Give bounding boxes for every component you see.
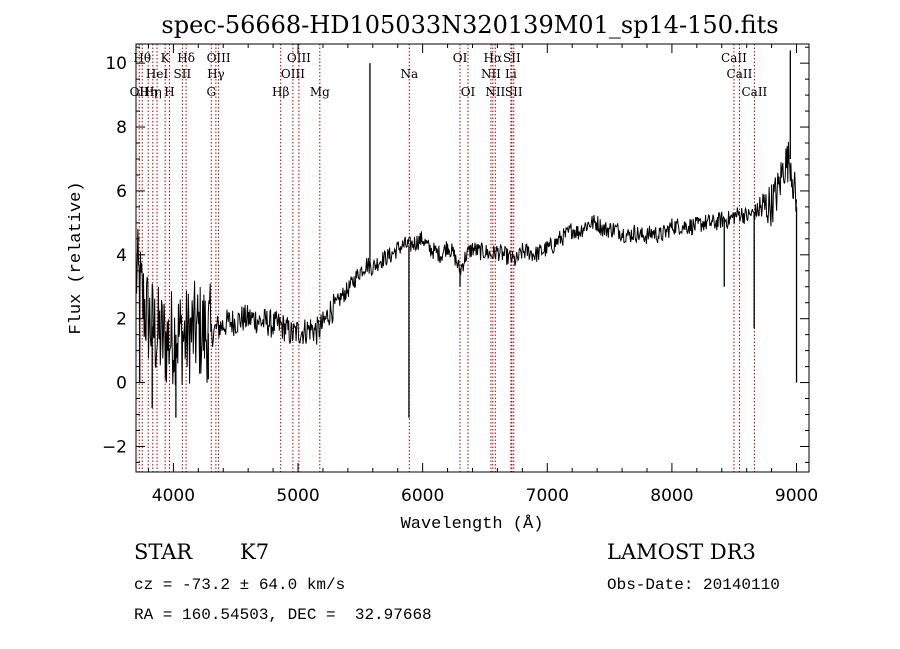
line-label-10: Hγ: [207, 67, 225, 81]
x-tick-label: 8000: [650, 486, 693, 506]
survey-name: LAMOST DR3: [607, 540, 756, 564]
spectrum-line: [135, 141, 797, 386]
y-axis: −2 0 2 4 6 8 10: [102, 46, 809, 463]
line-label-12: Hβ: [272, 85, 289, 99]
line-label-21: NII: [485, 85, 505, 99]
line-label-4: HeI: [146, 67, 169, 81]
x-tick-label: 9000: [775, 486, 818, 506]
y-tick-label: 2: [116, 310, 127, 330]
plot-frame: [135, 43, 810, 473]
line-label-26: CaII: [727, 67, 753, 81]
line-label-20: Hα: [484, 51, 503, 65]
line-label-15: Mg: [310, 85, 330, 99]
redshift-readout: cz = -73.2 ± 64.0 km/s: [134, 576, 345, 594]
y-tick-label: 10: [105, 54, 127, 74]
chart-title: spec-56668-HD105033N320139M01_sp14-150.f…: [161, 11, 778, 39]
coordinates: RA = 160.54503, DEC = 32.97668: [134, 606, 432, 624]
line-label-11: OIII: [207, 51, 231, 65]
line-label-0: OII: [130, 85, 150, 99]
y-axis-label: Flux (relative): [67, 181, 86, 334]
x-tick-label: 6000: [401, 486, 444, 506]
line-label-7: SII: [174, 67, 192, 81]
line-label-25: CaII: [721, 51, 747, 65]
line-label-22: Li: [505, 67, 517, 81]
x-tick-label: 7000: [526, 486, 569, 506]
object-class: STAR: [134, 540, 193, 564]
line-label-3: Hη: [144, 85, 162, 99]
line-label-9: G: [206, 85, 216, 99]
line-label-1: Hθ: [133, 51, 151, 65]
object-subclass: K7: [240, 540, 269, 564]
line-label-18: OI: [461, 85, 476, 99]
line-label-13: OIII: [281, 67, 305, 81]
x-axis: 4000 5000 6000 7000 8000 9000: [147, 44, 818, 506]
x-tick-label: 4000: [152, 486, 195, 506]
line-label-17: OI: [453, 51, 468, 65]
y-tick-label: 8: [116, 118, 127, 138]
spectrum-series: [135, 50, 798, 418]
x-tick-label: 5000: [276, 486, 319, 506]
line-label-24: SII: [505, 85, 523, 99]
line-label-16: Na: [400, 67, 418, 81]
y-tick-label: 4: [116, 246, 127, 266]
line-label-8: Hδ: [177, 51, 195, 65]
line-label-19: NII: [481, 67, 501, 81]
line-label-23: SII: [503, 51, 521, 65]
line-label-27: CaII: [741, 85, 767, 99]
spectral-line-markers: OIIHθHηHηHeIKHSIIHδGHγOIIIHβOIIIOIIIMgNa…: [130, 44, 768, 472]
line-label-5: K: [161, 51, 171, 65]
y-tick-label: 6: [116, 182, 127, 202]
line-label-14: OIII: [287, 51, 311, 65]
line-label-2: Hη: [139, 85, 157, 99]
y-tick-label: 0: [116, 374, 127, 394]
x-axis-label: Wavelength (Å): [401, 515, 544, 534]
line-label-6: H: [164, 85, 174, 99]
obs-date: Obs-Date: 20140110: [607, 576, 780, 594]
y-tick-label: −2: [102, 437, 127, 457]
